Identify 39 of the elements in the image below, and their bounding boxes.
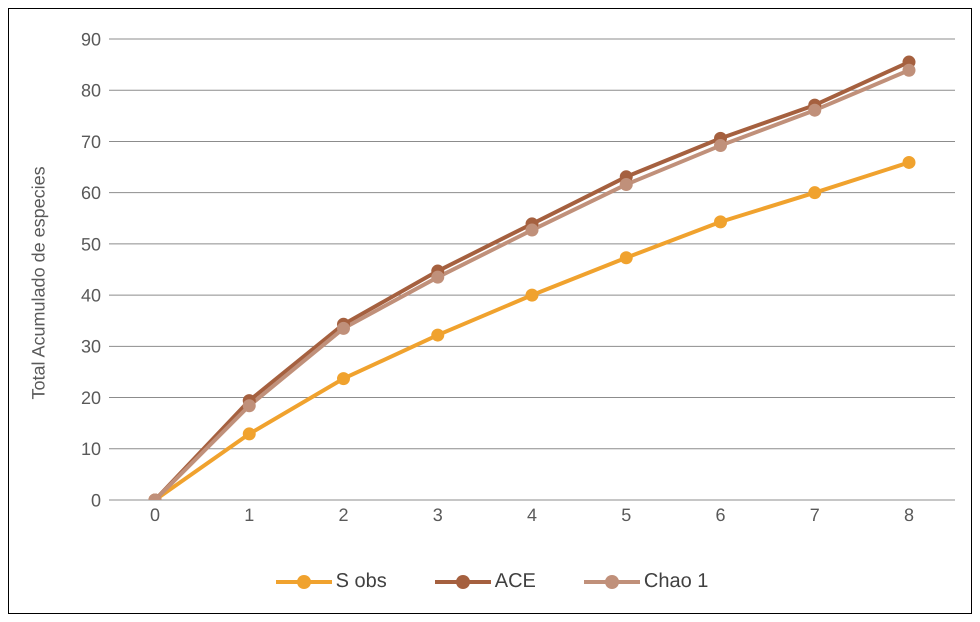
point xyxy=(902,156,916,169)
x-tick-label: 0 xyxy=(150,504,160,525)
point xyxy=(808,104,822,117)
x-tick-label: 1 xyxy=(244,504,254,525)
point xyxy=(431,270,444,284)
legend-label: Chao 1 xyxy=(644,570,708,593)
point xyxy=(431,328,444,342)
x-tick-label: 5 xyxy=(621,504,632,525)
point xyxy=(526,288,538,302)
y-tick-label: 20 xyxy=(80,388,101,408)
x-tick-label: 8 xyxy=(904,504,914,525)
point xyxy=(620,178,633,191)
point xyxy=(526,224,538,237)
y-tick-label: 10 xyxy=(80,439,101,460)
y-tick-label: 60 xyxy=(80,183,101,204)
point xyxy=(337,322,350,335)
y-tick-label: 50 xyxy=(80,234,101,254)
x-tick-label: 3 xyxy=(432,504,443,525)
point xyxy=(620,251,633,264)
legend-label: S obs xyxy=(336,570,387,593)
point xyxy=(714,139,727,152)
point xyxy=(902,64,916,77)
point xyxy=(337,372,350,386)
x-tick-label: 6 xyxy=(715,504,726,525)
y-tick-label: 40 xyxy=(80,286,101,306)
y-axis-title: Total Acumulado de especies xyxy=(28,166,48,400)
y-tick-label: 30 xyxy=(80,336,101,357)
legend-label: ACE xyxy=(494,570,536,593)
y-tick-label: 90 xyxy=(80,29,101,50)
point xyxy=(714,215,727,228)
y-tick-label: 80 xyxy=(80,80,101,101)
point xyxy=(242,399,256,412)
y-tick-label: 70 xyxy=(80,132,101,152)
point xyxy=(808,186,822,200)
x-tick-label: 2 xyxy=(338,504,349,525)
x-tick-label: 4 xyxy=(526,504,538,525)
point xyxy=(242,427,256,440)
y-tick-label: 0 xyxy=(90,490,101,510)
x-tick-label: 7 xyxy=(810,504,820,525)
